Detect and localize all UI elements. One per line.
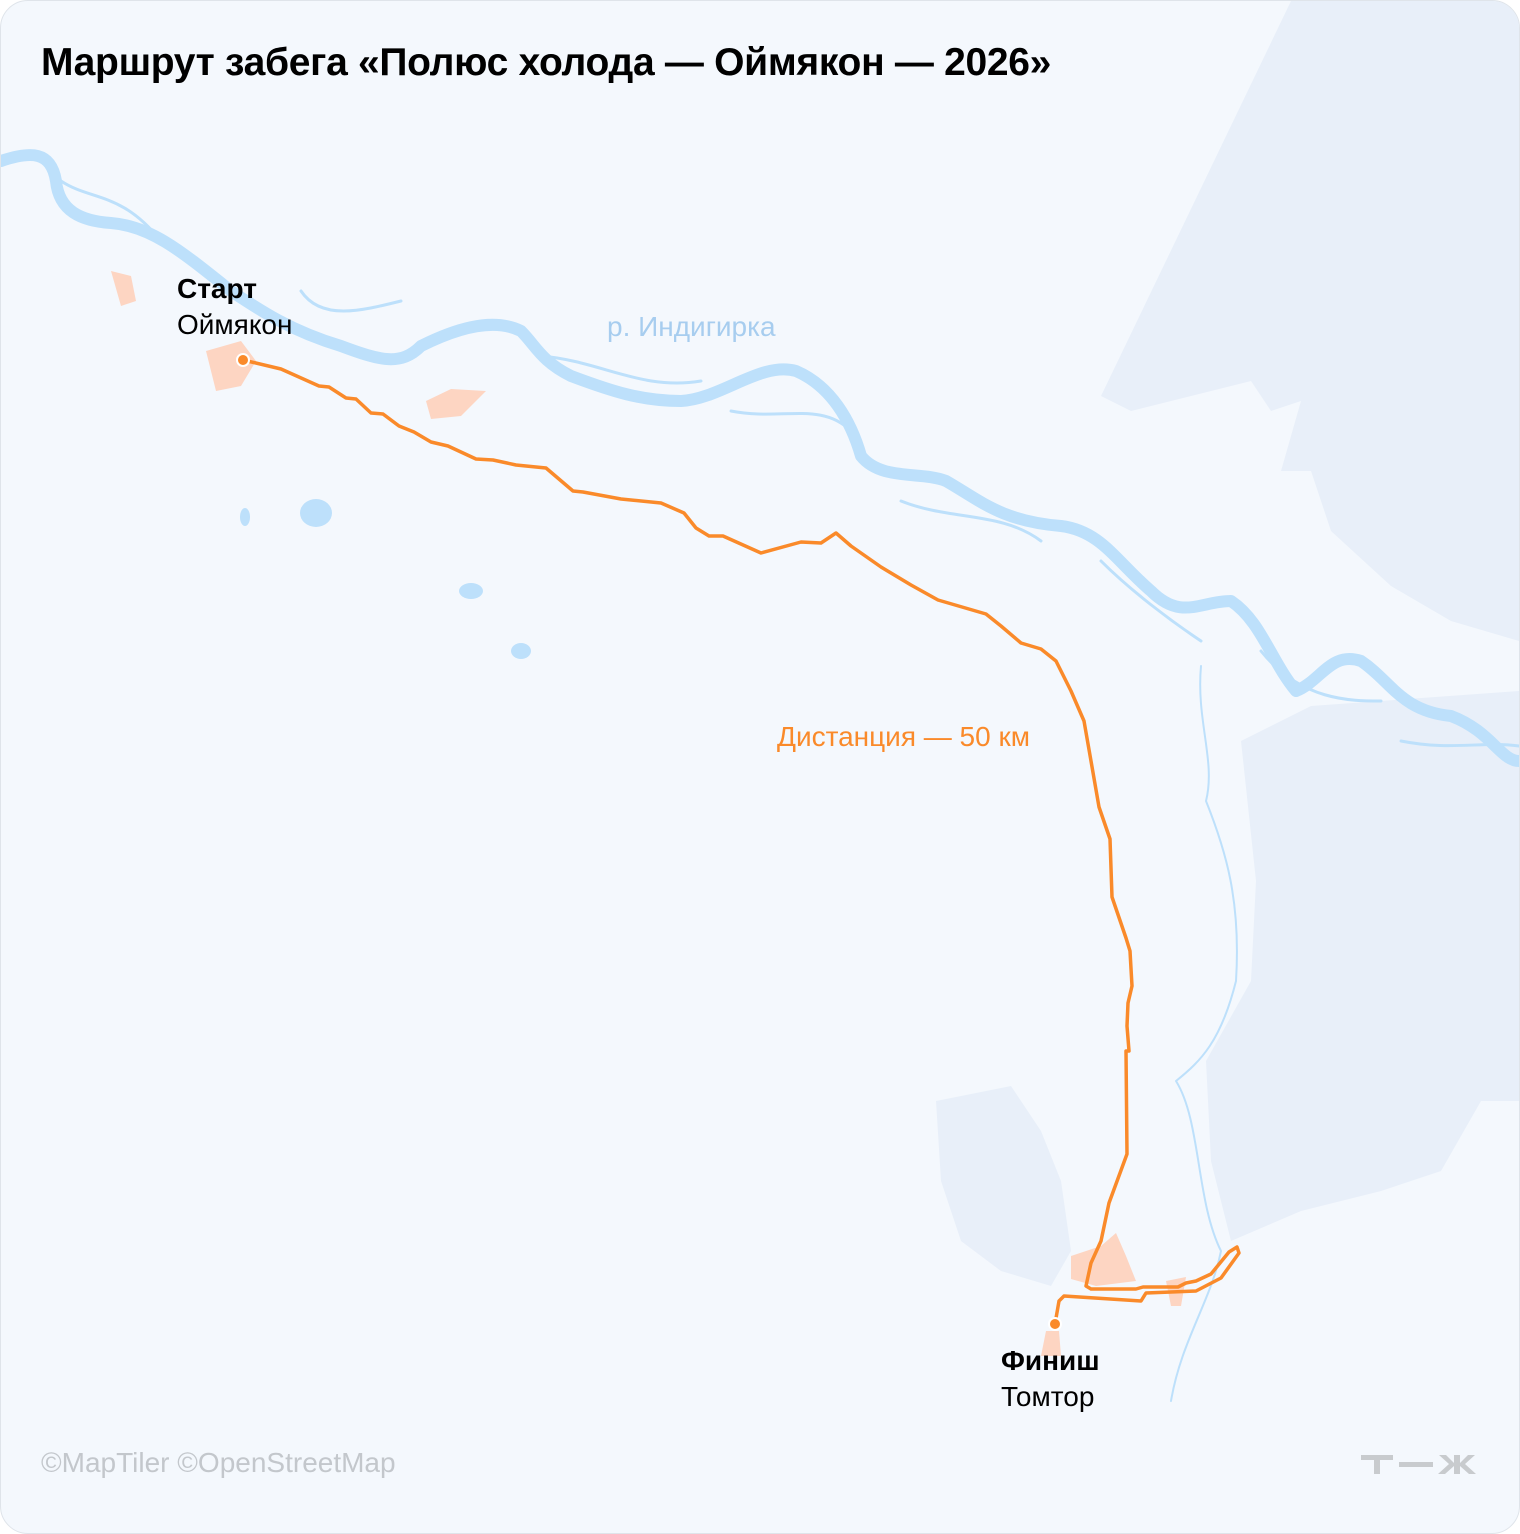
- route-line: [241, 358, 1241, 1326]
- finish-place: Томтор: [1001, 1381, 1095, 1412]
- start-label: Старт Оймякон: [177, 271, 292, 343]
- finish-title: Финиш: [1001, 1345, 1100, 1376]
- page-title: Маршрут забега «Полюс холода — Оймякон —…: [41, 41, 1052, 84]
- start-place: Оймякон: [177, 309, 293, 340]
- start-title: Старт: [177, 273, 257, 304]
- distance-label: Дистанция — 50 км: [777, 721, 1030, 752]
- map-credits: ©MapTiler ©OpenStreetMap: [41, 1447, 396, 1478]
- river-indigirka: [1, 149, 1519, 1402]
- river-label: р. Индигирка: [607, 311, 776, 342]
- finish-label: Финиш Томтор: [1001, 1343, 1100, 1415]
- tzh-logo: [1361, 1455, 1476, 1474]
- terrain: [936, 1, 1519, 1286]
- finish-marker[interactable]: [1048, 1317, 1062, 1331]
- start-marker[interactable]: [236, 353, 250, 367]
